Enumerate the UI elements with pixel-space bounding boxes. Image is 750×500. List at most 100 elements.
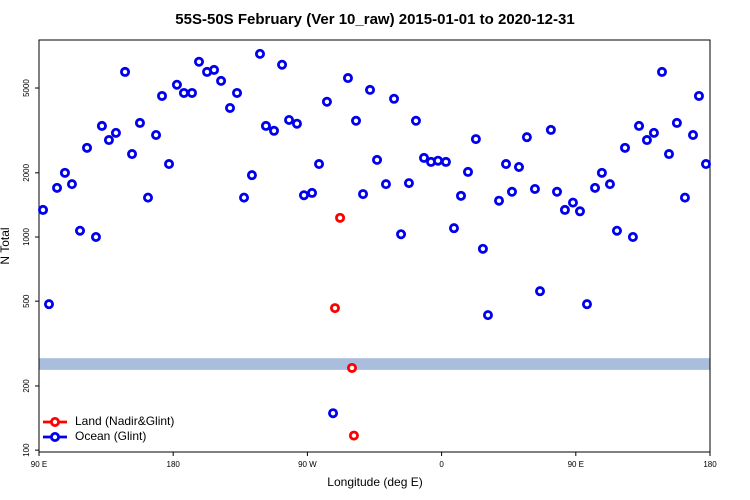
point [103, 135, 114, 146]
point [284, 114, 295, 125]
point [559, 204, 570, 215]
y-tick-label: 5000 [22, 79, 31, 97]
point [604, 179, 615, 190]
y-tick-label: 500 [22, 294, 31, 308]
point [513, 162, 524, 173]
point [277, 59, 288, 70]
point [365, 84, 376, 95]
point [90, 231, 101, 242]
y-tick-label: 200 [22, 379, 31, 393]
point [470, 134, 481, 145]
point [693, 90, 704, 101]
point [433, 155, 444, 166]
point [164, 159, 175, 170]
x-axis-label: Longitude (deg E) [327, 475, 422, 489]
point [225, 102, 236, 113]
point [298, 190, 309, 201]
point [328, 408, 339, 419]
highlight-band [39, 358, 710, 370]
point [291, 118, 302, 129]
point [193, 56, 204, 67]
point [134, 117, 145, 128]
point [590, 182, 601, 193]
point [342, 73, 353, 84]
point [346, 362, 357, 373]
point [455, 190, 466, 201]
point [596, 167, 607, 178]
point [216, 75, 227, 86]
point [120, 66, 131, 77]
chart-title: 55S-50S February (Ver 10_raw) 2015-01-01… [175, 11, 574, 28]
point [663, 149, 674, 160]
point [535, 286, 546, 297]
x-tick-label: 180 [703, 460, 717, 469]
point [634, 120, 645, 131]
point [335, 212, 346, 223]
legend-marker [50, 416, 61, 427]
point [688, 129, 699, 140]
point [43, 299, 54, 310]
point [529, 183, 540, 194]
point [314, 159, 325, 170]
point [268, 125, 279, 136]
point [307, 187, 318, 198]
point [59, 167, 70, 178]
x-tick-label: 90 E [31, 460, 47, 469]
point [627, 231, 638, 242]
x-tick-label: 0 [439, 460, 444, 469]
point [501, 159, 512, 170]
y-tick-label: 1000 [22, 228, 31, 246]
point [351, 115, 362, 126]
point [358, 189, 369, 200]
point [611, 225, 622, 236]
point [254, 48, 265, 59]
point [521, 132, 532, 143]
point [38, 204, 49, 215]
point [410, 115, 421, 126]
point [403, 178, 414, 189]
point [389, 93, 400, 104]
point [440, 156, 451, 167]
point [239, 192, 250, 203]
point [641, 135, 652, 146]
point [127, 149, 138, 160]
point [462, 166, 473, 177]
point [143, 192, 154, 203]
point [448, 223, 459, 234]
point [545, 124, 556, 135]
y-tick-label: 100 [22, 443, 31, 457]
point [679, 192, 690, 203]
point [494, 195, 505, 206]
point [171, 79, 182, 90]
point [372, 154, 383, 165]
point [477, 243, 488, 254]
x-tick-label: 180 [167, 460, 181, 469]
point [178, 87, 189, 98]
point [574, 206, 585, 217]
point [66, 179, 77, 190]
legend-label: Ocean (Glint) [75, 429, 146, 443]
x-tick-label: 90 E [568, 460, 584, 469]
legend-label: Land (Nadir&Glint) [75, 414, 174, 428]
point [151, 129, 162, 140]
y-axis-label: N Total [0, 227, 12, 264]
plot-frame [38, 39, 711, 453]
point [396, 229, 407, 240]
point [329, 303, 340, 314]
legend-marker [50, 431, 61, 442]
point [482, 310, 493, 321]
point [96, 120, 107, 131]
point [110, 127, 121, 138]
point [209, 64, 220, 75]
point [321, 96, 332, 107]
point [232, 87, 243, 98]
x-tick-label: 90 W [298, 460, 317, 469]
point [648, 127, 659, 138]
point [246, 170, 257, 181]
point [75, 225, 86, 236]
point [157, 90, 168, 101]
point [348, 430, 359, 441]
point [506, 186, 517, 197]
point [380, 179, 391, 190]
